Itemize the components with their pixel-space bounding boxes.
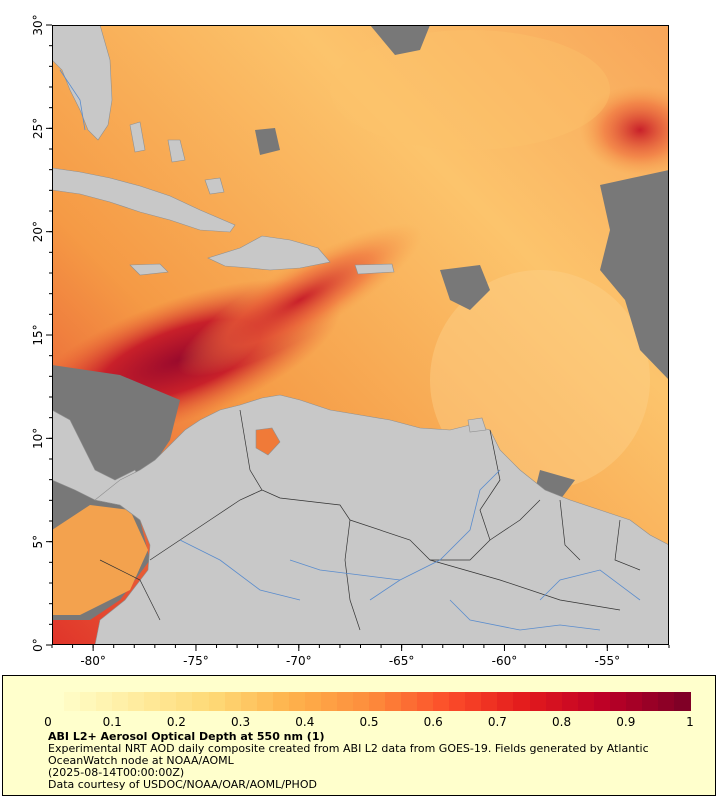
colorbar-step	[545, 692, 563, 711]
colorbar-step	[208, 692, 226, 711]
colorbar-tick-label: 0	[44, 715, 52, 729]
colorbar-tick-label: 0.3	[231, 715, 251, 729]
colorbar-step	[144, 692, 162, 711]
colorbar-step	[192, 692, 210, 711]
legend-panel: 0 0.1 0.2 0.3 0.4 0.5 0.6 0.7 0.8 0.9 1 ABI L2+ Ae…	[2, 675, 716, 796]
lake-maracaibo	[255, 427, 281, 456]
legend-line-3: (2025-08-14T00:00:00Z)	[48, 766, 185, 779]
colorbar-step	[224, 692, 242, 711]
y-tick-label: 15°	[31, 324, 45, 345]
land-jamaica	[129, 263, 169, 276]
colorbar-step	[673, 692, 692, 711]
aod-plume-band	[177, 223, 423, 377]
colorbar-step	[80, 692, 98, 711]
colorbar-step	[112, 692, 130, 711]
land-bahamas-2	[167, 139, 186, 163]
colorbar-step	[385, 692, 403, 711]
colorbar-step	[240, 692, 258, 711]
colorbar	[48, 692, 692, 711]
colorbar-step	[304, 692, 323, 711]
colorbar-step	[481, 692, 499, 711]
y-tick-label: 20°	[31, 221, 45, 242]
x-tick-label: -55°	[594, 654, 620, 668]
colorbar-tick-label: 0.9	[616, 715, 636, 729]
nodata-patch-2	[255, 128, 280, 155]
y-tick-label: 30°	[31, 14, 45, 35]
legend-text: ABI L2+ Aerosol Optical Depth at 550 nm …	[48, 731, 708, 791]
colorbar-step	[352, 692, 371, 711]
y-tick-label: 0°	[31, 638, 45, 652]
axis-ticks: -80° -75° -70° -65° -60° -55° 30° 25° 20° 15° 10° 5…	[31, 14, 670, 668]
legend-title: ABI L2+ Aerosol Optical Depth at 550 nm …	[48, 730, 325, 743]
colorbar-step	[96, 692, 114, 711]
colorbar-step	[561, 692, 579, 711]
colorbar-step	[609, 692, 628, 711]
colorbar-tick-label: 1	[686, 715, 694, 729]
colorbar-tick-label: 0.8	[552, 715, 572, 729]
colorbar-step	[593, 692, 612, 711]
nodata-north	[370, 25, 430, 55]
colorbar-step	[336, 692, 355, 711]
colorbar-tick-label: 0.1	[102, 715, 122, 729]
colorbar-tick-label: 0.5	[359, 715, 379, 729]
x-tick-label: -65°	[389, 654, 415, 668]
colorbar-step	[577, 692, 595, 711]
colorbar-tick-label: 0.7	[487, 715, 507, 729]
colorbar-step	[433, 692, 451, 711]
map-frame	[52, 25, 669, 645]
colorbar-step	[625, 692, 644, 711]
land	[52, 25, 669, 645]
aod-low-area-north	[330, 30, 610, 150]
x-tick-label: -75°	[183, 654, 209, 668]
y-tick-label: 10°	[31, 428, 45, 449]
map-layers	[52, 25, 669, 645]
colorbar-step	[513, 692, 531, 711]
land-trinidad	[467, 417, 487, 433]
aod-plume-northeast	[580, 85, 669, 175]
nodata-patch	[440, 265, 490, 310]
legend-line-1: Experimental NRT AOD daily composite cre…	[48, 742, 649, 755]
colorbar-step	[369, 692, 387, 711]
land-bahamas-3	[204, 177, 225, 195]
colorbar-step	[657, 692, 676, 711]
y-tick-label: 5°	[31, 535, 45, 549]
nodata-northeast	[600, 170, 669, 380]
colorbar-tick-label: 0.6	[423, 715, 443, 729]
colorbar-tick-label: 0.4	[295, 715, 315, 729]
y-tick-label: 25°	[31, 118, 45, 139]
land-hispaniola	[207, 235, 331, 271]
land-florida	[52, 25, 113, 141]
legend-line-4: Data courtesy of USDOC/NOAA/OAR/AOML/PHO…	[48, 778, 317, 791]
colorbar-step	[641, 692, 660, 711]
x-tick-label: -60°	[492, 654, 518, 668]
colorbar-step	[497, 692, 515, 711]
land-cuba	[52, 167, 236, 233]
colorbar-step	[272, 692, 291, 711]
colorbar-step	[288, 692, 307, 711]
colorbar-step	[417, 692, 435, 711]
colorbar-step	[176, 692, 194, 711]
legend-line-2: OceanWatch node at NOAA/AOML	[48, 754, 234, 767]
colorbar-step	[465, 692, 483, 711]
colorbar-step	[449, 692, 467, 711]
colorbar-step	[64, 692, 82, 711]
land-puerto-rico	[354, 263, 395, 275]
colorbar-step	[256, 692, 274, 711]
x-tick-label: -80°	[80, 654, 106, 668]
colorbar-tick-label: 0.2	[166, 715, 186, 729]
colorbar-step	[401, 692, 419, 711]
colorbar-step	[48, 692, 66, 711]
colorbar-step	[160, 692, 178, 711]
colorbar-step	[529, 692, 547, 711]
colorbar-step	[128, 692, 146, 711]
land-bahamas-1	[129, 121, 146, 153]
x-tick-label: -70°	[286, 654, 312, 668]
colorbar-step	[320, 692, 339, 711]
rivers	[59, 69, 641, 631]
